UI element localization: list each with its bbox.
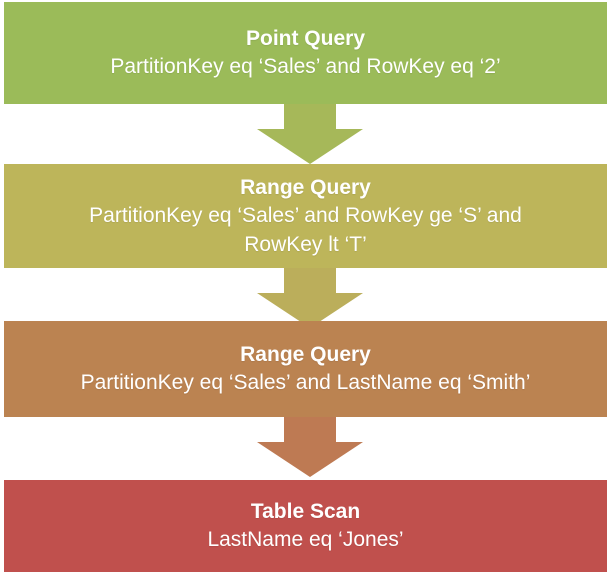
range-query-lastname-box: Range Query PartitionKey eq ‘Sales’ and … (4, 321, 607, 417)
down-arrow-2 (257, 268, 363, 328)
point-query-box: Point Query PartitionKey eq ‘Sales’ and … (4, 2, 607, 104)
table-scan-description: LastName eq ‘Jones’ (207, 528, 404, 551)
table-scan-title: Table Scan (250, 500, 361, 523)
table-scan-box: Table Scan LastName eq ‘Jones’ (4, 480, 607, 572)
range-query-rowkey-box: Range Query PartitionKey eq ‘Sales’ and … (4, 164, 607, 268)
down-arrow-3 (257, 417, 363, 477)
range-query-rowkey-title: Range Query (240, 175, 371, 199)
range-query-lastname-title: Range Query (240, 343, 371, 366)
down-arrow-1 (257, 104, 363, 164)
range-query-lastname-description: PartitionKey eq ‘Sales’ and LastName eq … (80, 371, 531, 394)
point-query-title: Point Query (245, 27, 366, 50)
range-query-rowkey-description: PartitionKey eq ‘Sales’ and RowKey ge ‘S… (89, 203, 522, 256)
point-query-description: PartitionKey eq ‘Sales’ and RowKey eq ‘2… (110, 55, 501, 78)
